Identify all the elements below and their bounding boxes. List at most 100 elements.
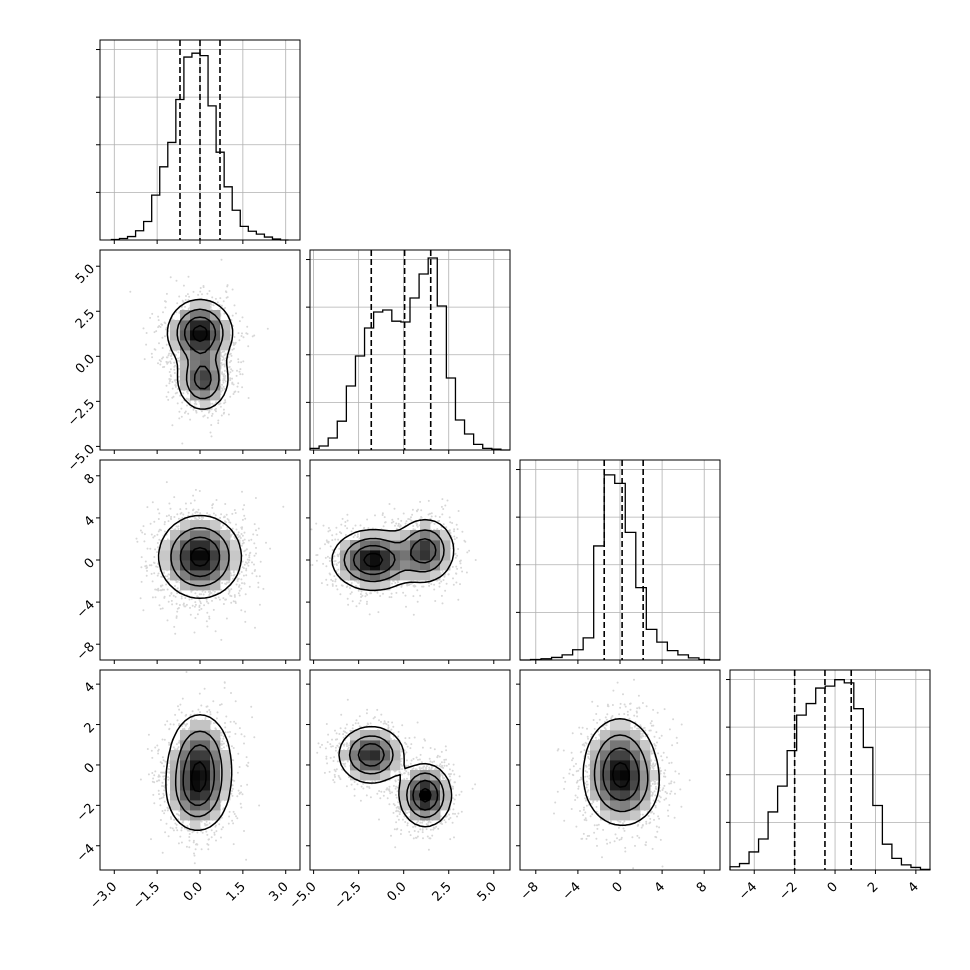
contour-line bbox=[602, 747, 640, 802]
density-cell bbox=[600, 800, 611, 811]
histogram-panel-1 bbox=[306, 249, 511, 451]
density-cell bbox=[370, 570, 381, 581]
density-cell bbox=[200, 360, 211, 371]
density-cell bbox=[170, 320, 181, 331]
density-cell bbox=[640, 740, 651, 751]
density-cell bbox=[180, 750, 191, 761]
density-cell bbox=[160, 550, 171, 561]
density-cell bbox=[200, 300, 211, 311]
plot-area bbox=[135, 481, 285, 641]
density-cell bbox=[400, 540, 411, 551]
contour-line bbox=[331, 518, 455, 592]
scatter-panel-3-0 bbox=[99, 669, 301, 871]
density-cell bbox=[200, 390, 211, 401]
density-cell bbox=[380, 580, 391, 591]
contour-line bbox=[182, 744, 216, 806]
density-cell bbox=[380, 530, 391, 541]
density-cell bbox=[630, 740, 641, 751]
density-cell bbox=[630, 770, 641, 781]
density-cell bbox=[200, 540, 211, 551]
y-tick-label: 0.0 bbox=[73, 352, 98, 377]
x-tick-label: 0 bbox=[825, 879, 841, 895]
y-tick-label: −2 bbox=[74, 801, 98, 825]
density-cell bbox=[340, 570, 351, 581]
density-cell bbox=[630, 760, 641, 771]
density-cell bbox=[180, 320, 191, 331]
density-cell bbox=[430, 770, 441, 781]
density-cell bbox=[180, 800, 191, 811]
density-cell bbox=[420, 810, 431, 821]
x-tick-label: 1.5 bbox=[224, 879, 249, 904]
x-tick-label: −3.0 bbox=[87, 879, 120, 912]
contour-line bbox=[582, 717, 660, 827]
contour-line bbox=[174, 730, 223, 818]
density-cell bbox=[210, 570, 221, 581]
contour-line bbox=[190, 761, 207, 793]
density-cell bbox=[590, 740, 601, 751]
contour-line bbox=[348, 735, 445, 819]
density-cell bbox=[190, 530, 201, 541]
density-cell bbox=[440, 530, 451, 541]
density-cell bbox=[430, 570, 441, 581]
density-cell bbox=[640, 750, 651, 761]
density-cell bbox=[410, 810, 421, 821]
density-cell bbox=[200, 770, 211, 781]
density-cell bbox=[210, 360, 221, 371]
density-cell bbox=[200, 350, 211, 361]
density-cell bbox=[190, 520, 201, 531]
density-cell bbox=[370, 550, 381, 561]
contour-line bbox=[176, 308, 224, 400]
density-cell bbox=[360, 580, 371, 591]
density-cell bbox=[600, 810, 611, 821]
density-cell bbox=[180, 370, 191, 381]
density-cell bbox=[650, 770, 661, 781]
density-cell bbox=[170, 540, 181, 551]
density-cell bbox=[210, 770, 221, 781]
density-cell bbox=[180, 560, 191, 571]
density-cell bbox=[420, 770, 431, 781]
density-cell bbox=[620, 720, 631, 731]
density-cell bbox=[410, 770, 421, 781]
x-tick-label: −8 bbox=[518, 879, 542, 903]
density-cell bbox=[160, 540, 171, 551]
x-tick-label: 0.0 bbox=[181, 879, 206, 904]
density-cell bbox=[190, 820, 201, 831]
density-cell bbox=[220, 540, 231, 551]
density-cell bbox=[220, 330, 231, 341]
density-cell bbox=[440, 780, 451, 791]
density-cell bbox=[600, 750, 611, 761]
density-cell bbox=[360, 730, 371, 741]
density-cell bbox=[390, 540, 401, 551]
density-cell bbox=[220, 550, 231, 561]
scatter-panel-2-0 bbox=[99, 459, 301, 661]
density-cell bbox=[200, 320, 211, 331]
density-cell bbox=[190, 790, 201, 801]
density-cell bbox=[210, 560, 221, 571]
panel-frame bbox=[309, 669, 511, 871]
density-cell bbox=[200, 740, 211, 751]
density-cell bbox=[400, 790, 411, 801]
density-cell bbox=[590, 750, 601, 761]
x-tick-label: 2 bbox=[865, 879, 881, 895]
density-cell bbox=[440, 800, 451, 811]
contour-line bbox=[357, 742, 439, 811]
density-cell bbox=[200, 380, 211, 391]
density-cell bbox=[620, 770, 631, 781]
density-cell bbox=[400, 780, 411, 791]
density-cell bbox=[360, 750, 371, 761]
scatter-panel-2-1 bbox=[309, 459, 511, 661]
x-tick-label: −2.5 bbox=[332, 879, 365, 912]
density-cell bbox=[420, 550, 431, 561]
density-cell bbox=[190, 340, 201, 351]
density-cell bbox=[590, 790, 601, 801]
density-cell bbox=[620, 740, 631, 751]
density-cell bbox=[390, 740, 401, 751]
panel-frame bbox=[309, 249, 511, 451]
density-cell bbox=[220, 340, 231, 351]
density-cell bbox=[230, 540, 241, 551]
density-cell bbox=[600, 760, 611, 771]
y-tick-label: −5.0 bbox=[65, 442, 98, 475]
x-tick-label: −4 bbox=[736, 879, 760, 903]
density-cell bbox=[640, 770, 651, 781]
density-cell bbox=[210, 370, 221, 381]
